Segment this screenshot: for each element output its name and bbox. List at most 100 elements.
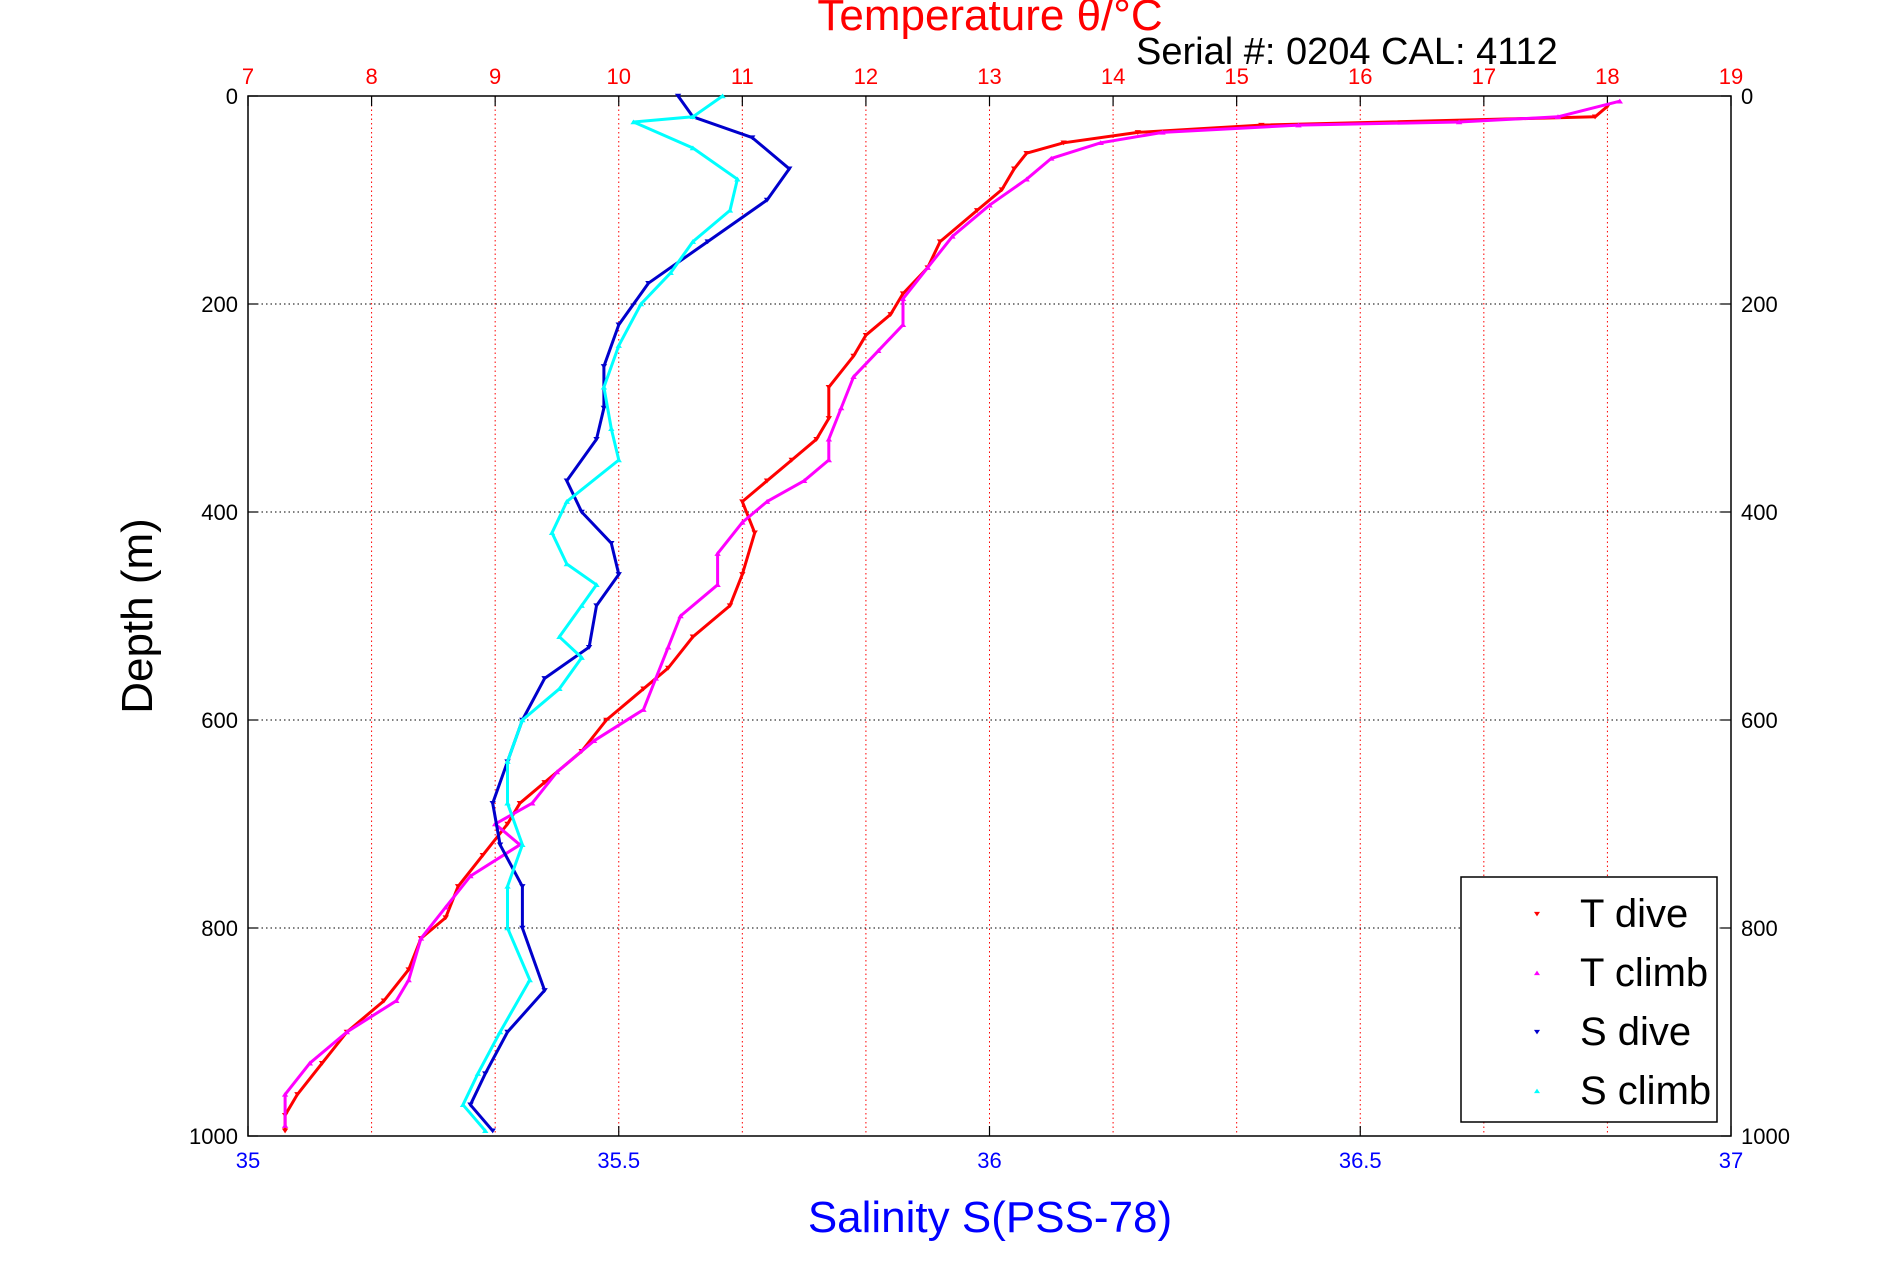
data-point-t-dive — [726, 603, 734, 609]
data-point-t-dive — [442, 915, 449, 921]
data-point-s-dive — [585, 644, 593, 650]
data-point-t-dive — [739, 499, 746, 505]
left-tick-label: 400 — [201, 500, 238, 525]
top-tick-label: 10 — [607, 64, 631, 89]
data-point-t-dive — [763, 478, 771, 484]
data-point-s-climb — [526, 977, 533, 983]
data-point-s-dive — [674, 93, 682, 99]
data-point-t-climb — [343, 1029, 351, 1035]
data-point-s-climb — [563, 499, 571, 504]
top-tick-label: 7 — [242, 64, 254, 89]
data-point-s-climb — [667, 270, 674, 276]
series-t-climb — [281, 98, 1623, 1128]
axis-ticks — [247, 95, 1732, 1137]
left-tick-label: 600 — [201, 708, 238, 733]
left-tick-label: 800 — [201, 916, 238, 941]
top-tick-label: 19 — [1719, 64, 1743, 89]
data-point-t-climb — [553, 769, 561, 775]
data-point-s-climb — [459, 1102, 467, 1108]
data-point-s-climb — [637, 301, 645, 307]
data-point-t-dive — [887, 312, 894, 317]
data-point-t-dive — [1258, 122, 1265, 128]
data-point-t-dive — [640, 686, 647, 692]
data-point-s-dive — [749, 135, 756, 141]
bottom-tick-label: 35.5 — [597, 1148, 640, 1173]
data-point-s-climb — [504, 925, 511, 931]
data-point-s-dive — [608, 540, 615, 546]
data-point-s-climb — [556, 686, 563, 692]
data-point-s-dive — [519, 884, 526, 889]
data-point-t-dive — [318, 1060, 326, 1066]
series-s-climb — [459, 93, 741, 1134]
data-point-t-dive — [825, 416, 833, 421]
data-point-t-dive — [850, 353, 857, 359]
data-point-t-climb — [306, 1060, 313, 1066]
data-point-t-dive — [899, 291, 907, 297]
data-point-s-climb — [504, 883, 511, 889]
data-point-s-dive — [496, 842, 504, 848]
data-point-t-dive — [479, 852, 487, 858]
data-point-s-climb — [519, 717, 526, 723]
data-point-t-dive — [405, 967, 412, 973]
bottom-tick-label: 36 — [977, 1148, 1001, 1173]
top-tick-label: 12 — [854, 64, 878, 89]
data-point-t-climb — [664, 644, 672, 650]
data-point-s-climb — [519, 842, 526, 848]
bottom-tick-label: 37 — [1719, 1148, 1743, 1173]
left-tick-label: 0 — [226, 84, 238, 109]
data-point-t-climb — [739, 519, 746, 525]
data-point-t-dive — [813, 436, 820, 442]
data-point-t-dive — [825, 384, 833, 390]
top-tick-label: 17 — [1472, 64, 1496, 89]
data-point-t-climb — [986, 202, 993, 208]
series-line-s-climb — [461, 94, 739, 1132]
data-point-t-climb — [1023, 176, 1030, 182]
data-point-s-climb — [556, 634, 563, 640]
data-point-t-climb — [763, 499, 771, 504]
data-point-s-dive — [578, 509, 585, 515]
data-point-s-climb — [689, 145, 697, 151]
data-point-t-dive — [739, 572, 746, 577]
top-tick-label: 15 — [1224, 64, 1248, 89]
data-point-t-climb — [838, 405, 845, 411]
data-point-t-climb — [281, 1123, 289, 1128]
data-point-t-climb — [924, 265, 931, 270]
data-point-t-dive — [1023, 150, 1030, 156]
data-point-s-climb — [548, 530, 556, 536]
data-point-s-climb — [719, 93, 726, 99]
data-point-s-climb — [608, 426, 615, 432]
left-tick-label: 1000 — [189, 1124, 238, 1149]
data-point-t-dive — [1134, 130, 1141, 135]
data-point-t-dive — [516, 800, 524, 806]
data-point-t-climb — [714, 582, 721, 588]
data-point-t-dive — [1060, 140, 1067, 146]
data-point-t-climb — [590, 738, 598, 744]
data-point-t-dive — [1591, 114, 1599, 120]
data-point-s-dive — [600, 364, 608, 369]
serial-cal-text: Serial #: 0204 CAL: 4112 — [1136, 31, 1558, 73]
data-point-s-dive — [615, 572, 622, 577]
data-point-s-climb — [504, 800, 511, 806]
right-tick-label: 200 — [1741, 292, 1778, 317]
x-axis-title: Salinity S(PSS-78) — [808, 1193, 1172, 1242]
data-series — [281, 93, 1623, 1134]
data-point-t-dive — [664, 665, 672, 671]
data-point-t-dive — [788, 457, 795, 463]
data-point-t-climb — [899, 296, 907, 302]
legend-label-t-dive: T dive — [1580, 892, 1688, 936]
data-point-s-climb — [593, 582, 600, 588]
data-point-s-dive — [645, 280, 652, 286]
data-point-s-dive — [489, 1128, 496, 1134]
data-point-s-climb — [578, 603, 585, 608]
data-point-t-climb — [652, 675, 660, 681]
data-point-t-climb — [1554, 114, 1562, 120]
data-point-t-dive — [380, 998, 388, 1004]
data-point-t-climb — [825, 436, 833, 442]
data-point-t-climb — [825, 457, 833, 463]
data-point-t-climb — [714, 551, 721, 556]
data-point-s-dive — [786, 166, 793, 172]
right-tick-label: 400 — [1741, 500, 1778, 525]
top-tick-label: 9 — [489, 64, 501, 89]
data-point-s-climb — [563, 561, 571, 567]
